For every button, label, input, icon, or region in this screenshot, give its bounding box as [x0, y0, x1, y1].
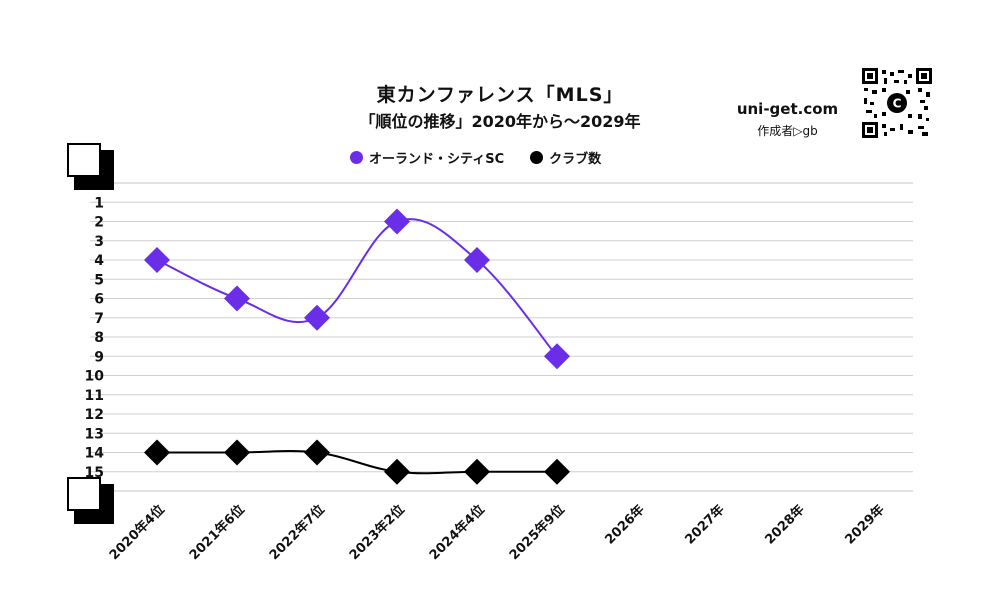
x-tick-label: 2022年7位 [266, 502, 328, 564]
legend-item-orlando: オーランド・シティSC [350, 148, 504, 167]
chart-title: 東カンファレンス「MLS」 [376, 84, 624, 106]
data-point-marker [544, 343, 570, 370]
y-tick-label: 12 [85, 407, 104, 423]
chart-subtitle: 「順位の推移」2020年から～2029年 [359, 112, 641, 131]
bottom-corner-marker [67, 477, 114, 524]
y-tick-label: 9 [94, 349, 104, 365]
y-tick-label: 3 [94, 234, 104, 250]
data-point-marker [544, 458, 570, 485]
x-axis-ticks: 2020年4位 2021年6位 2022年7位 2023年2位 2024年4位 2025年… [106, 502, 888, 564]
legend-dot-icon [530, 151, 544, 164]
qr-center-label: C [893, 97, 902, 111]
data-point-marker [384, 208, 410, 235]
y-tick-label: 6 [94, 292, 104, 308]
x-tick-label: 2021年6位 [186, 502, 248, 564]
data-point-marker [224, 439, 250, 466]
y-tick-label: 2 [94, 215, 104, 231]
data-point-marker [304, 439, 330, 466]
x-tick-label: 2020年4位 [106, 502, 168, 564]
x-tick-label: 2023年2位 [346, 502, 408, 564]
legend-item-club-count: クラブ数 [530, 148, 601, 167]
y-tick-label: 5 [94, 272, 104, 288]
top-corner-marker [67, 143, 114, 190]
x-tick-label: 2029年 [842, 502, 888, 548]
legend-label: オーランド・シティSC [369, 152, 505, 167]
x-tick-label: 2025年9位 [506, 502, 568, 564]
data-point-marker [304, 304, 330, 331]
chart-legend: オーランド・シティSC クラブ数 [350, 148, 601, 167]
x-tick-label: 2027年 [682, 502, 728, 548]
y-tick-label: 1 [94, 195, 104, 211]
data-point-marker [144, 247, 170, 273]
x-tick-label: 2026年 [602, 502, 648, 548]
site-name: uni-get.com [736, 100, 839, 118]
series-lines [144, 208, 570, 485]
data-point-marker [464, 458, 490, 485]
x-tick-label: 2028年 [762, 502, 808, 548]
legend-dot-icon [350, 151, 363, 164]
data-point-marker [464, 247, 490, 273]
grid-lines [90, 182, 913, 492]
y-tick-label: 7 [94, 311, 104, 327]
y-tick-label: 4 [94, 253, 104, 269]
y-tick-label: 11 [85, 388, 104, 404]
y-tick-label: 14 [85, 446, 105, 462]
author-credit: 作成者▷gb [757, 124, 818, 138]
axis-corner-markers [67, 143, 114, 524]
x-tick-label: 2024年4位 [426, 502, 488, 564]
data-point-marker [384, 458, 410, 485]
qr-code-icon: C [862, 68, 932, 138]
y-tick-label: 10 [85, 369, 105, 385]
y-tick-label: 8 [94, 330, 104, 346]
y-tick-label: 15 [85, 465, 104, 481]
data-point-marker [224, 285, 250, 312]
series-line [157, 449, 557, 475]
series-line [156, 218, 558, 357]
legend-label: クラブ数 [549, 152, 602, 167]
y-tick-label: 13 [85, 426, 104, 442]
data-point-marker [144, 439, 170, 466]
